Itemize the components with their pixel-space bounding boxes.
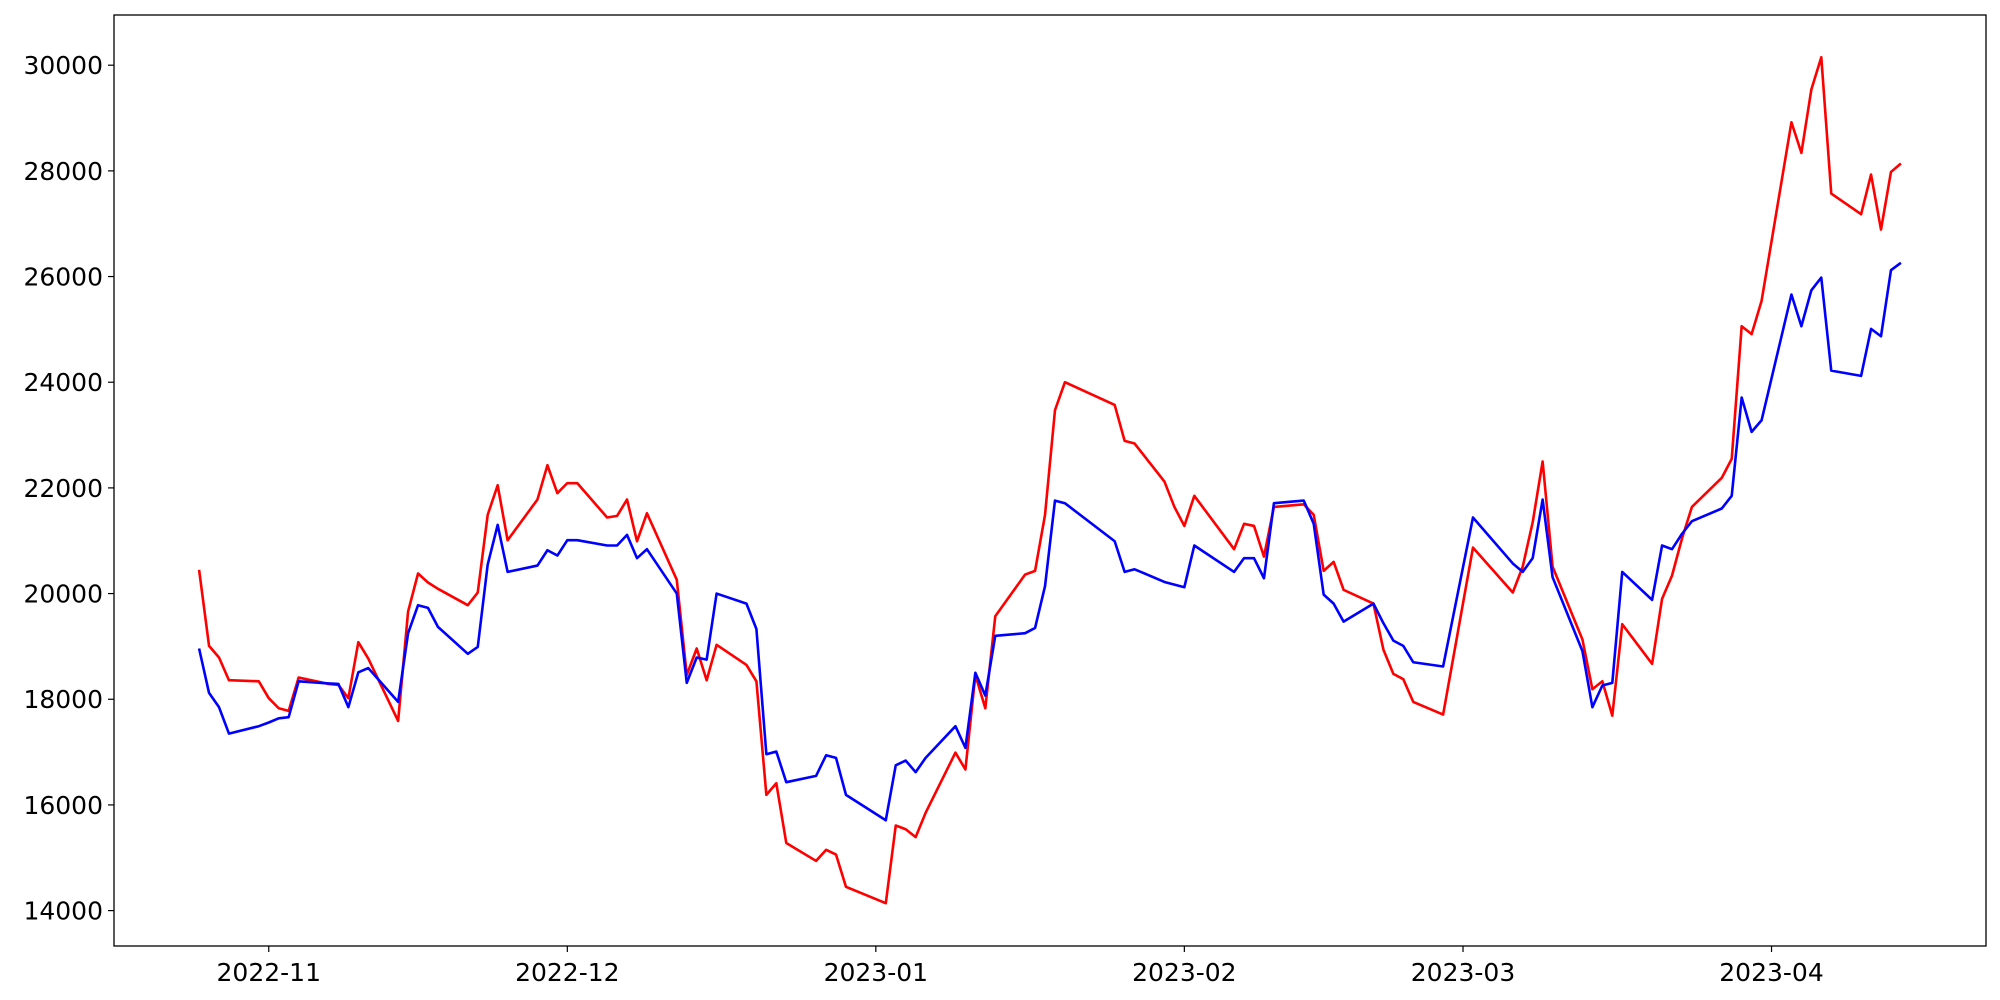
y-tick-label: 16000: [23, 791, 103, 820]
y-tick-label: 18000: [23, 685, 103, 714]
y-tick-label: 30000: [23, 51, 103, 80]
data-line: [197, 55, 1902, 905]
plot-frame: [113, 14, 1987, 947]
y-tick-label: 24000: [23, 368, 103, 397]
x-tick-label: 2022-12: [515, 958, 619, 987]
y-tick-label: 20000: [23, 580, 103, 609]
y-tick-label: 26000: [23, 263, 103, 292]
x-tick-label: 2023-04: [1719, 958, 1823, 987]
x-tick-label: 2023-02: [1132, 958, 1236, 987]
x-tick-label: 2023-01: [824, 958, 928, 987]
x-tick-label: 2022-11: [217, 958, 321, 987]
data-line: [197, 261, 1902, 822]
y-tick-label: 14000: [23, 897, 103, 926]
y-tick-label: 28000: [23, 157, 103, 186]
x-tick-label: 2023-03: [1411, 958, 1515, 987]
y-tick-label: 22000: [23, 474, 103, 503]
